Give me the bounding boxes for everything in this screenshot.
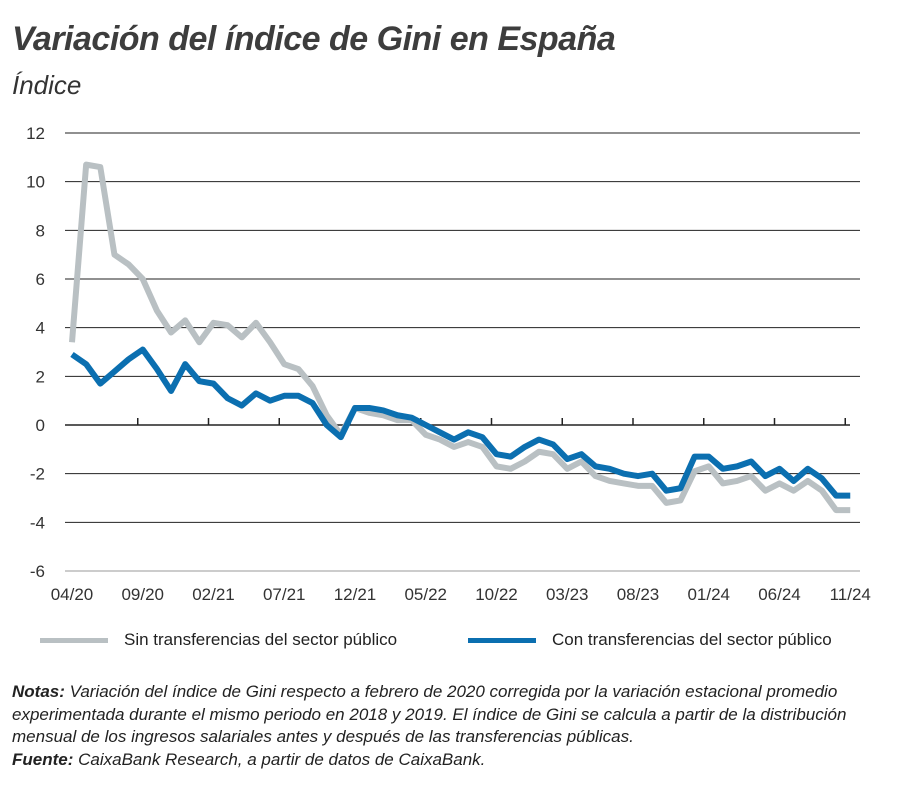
- chart-subtitle: Índice: [12, 70, 82, 100]
- x-tick-label: 10/22: [475, 585, 518, 604]
- notes-label: Notas:: [12, 682, 65, 701]
- line-chart: 12 10 8 6 4 2 0 -2 -4 -6 04/20 09/20 02/21 07/21 12/21…: [26, 124, 871, 604]
- y-tick-label: -2: [30, 465, 45, 484]
- y-tick-label: -4: [30, 513, 45, 532]
- x-tick-label: 09/20: [121, 585, 164, 604]
- legend-label-sin: Sin transferencias del sector público: [124, 630, 398, 649]
- x-tick-label: 07/21: [263, 585, 306, 604]
- legend-item-sin: Sin transferencias del sector público: [40, 630, 397, 650]
- x-tick-label: 01/24: [687, 585, 730, 604]
- y-tick-label: 4: [36, 319, 45, 338]
- x-tick-label: 06/24: [758, 585, 801, 604]
- y-tick-label: 0: [36, 416, 45, 435]
- y-tick-label: 12: [26, 124, 45, 143]
- x-tick-label: 03/23: [546, 585, 589, 604]
- notes-text: Variación del índice de Gini respecto a …: [12, 682, 847, 746]
- y-tick-label: 2: [36, 367, 45, 386]
- source-label: Fuente:: [12, 749, 74, 769]
- x-tick-label: 04/20: [51, 585, 94, 604]
- y-tick-label: 10: [26, 173, 45, 192]
- x-tick-label: 02/21: [192, 585, 235, 604]
- legend-item-con: Con transferencias del sector público: [468, 630, 832, 650]
- legend-swatch-con: [468, 637, 536, 643]
- legend-label-con: Con transferencias del sector público: [552, 630, 832, 649]
- series-line-sin-transferencias: [69, 161, 851, 514]
- y-tick-label: 6: [36, 270, 45, 289]
- source-text: CaixaBank Research, a partir de datos de…: [73, 749, 486, 769]
- x-tick-label: 08/23: [617, 585, 660, 604]
- x-tick-label: 05/22: [404, 585, 447, 604]
- y-tick-label: -6: [30, 562, 45, 581]
- x-tick-label: 12/21: [334, 585, 377, 604]
- y-tick-label: 8: [36, 221, 45, 240]
- notes: Notas: Variación del índice de Gini resp…: [12, 681, 892, 771]
- x-tick-label: 11/24: [830, 585, 871, 604]
- chart-title: Variación del índice de Gini en España: [12, 20, 616, 58]
- legend-swatch-sin: [40, 637, 108, 643]
- series-line-con-transferencias: [70, 346, 851, 499]
